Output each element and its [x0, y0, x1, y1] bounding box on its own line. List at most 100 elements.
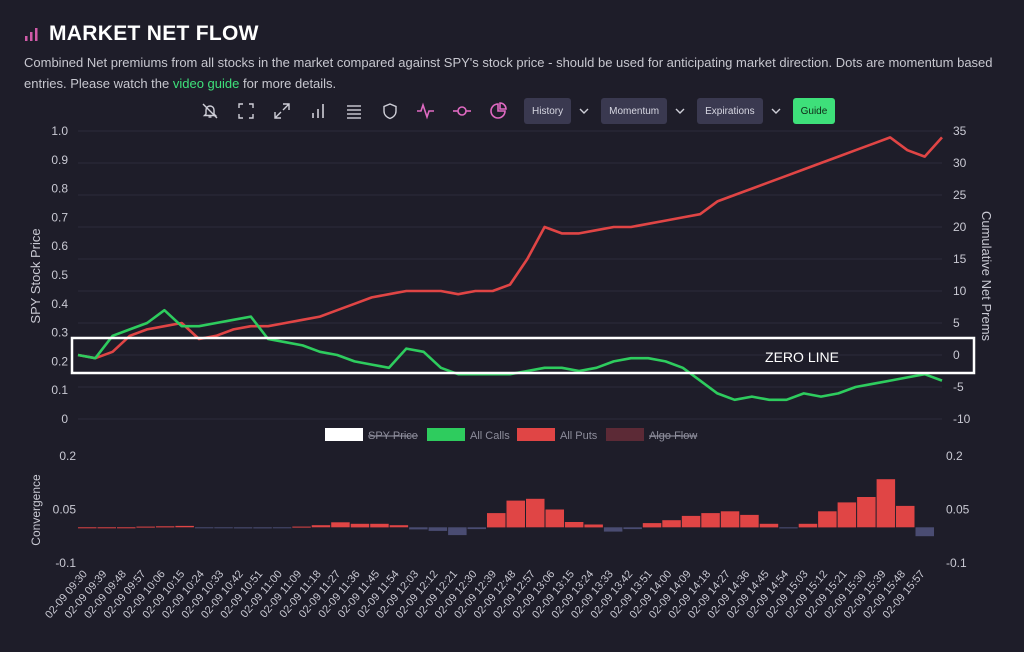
y-tick-label-left: 0.7: [51, 210, 68, 224]
y-tick-label-left: 0.9: [51, 153, 68, 167]
convergence-bar: [506, 500, 525, 528]
convergence-bar: [584, 524, 603, 528]
fullscreen-icon[interactable]: [236, 101, 256, 121]
pie-chart-icon[interactable]: [488, 101, 508, 121]
pulse-icon[interactable]: [416, 101, 436, 121]
x-tick-label: 02-09 13:15: [530, 568, 577, 621]
convergence-bar: [350, 523, 370, 528]
x-tick-label: 02-09 15:03: [764, 568, 811, 621]
y-axis-label-right: Cumulative Net Prems: [979, 211, 994, 342]
history-select[interactable]: History: [524, 98, 572, 124]
convergence-bar: [623, 527, 642, 530]
y-tick-label-left: 1.0: [51, 124, 68, 138]
arrows-diagonal-icon[interactable]: [272, 101, 292, 121]
convergence-bar: [896, 505, 915, 528]
guide-button[interactable]: Guide: [792, 98, 836, 124]
convergence-bar: [253, 527, 272, 529]
convergence-bar: [681, 515, 701, 528]
x-tick-label: 02-09 15:30: [822, 568, 869, 621]
convergence-bar: [272, 527, 292, 529]
convergence-bar: [292, 526, 311, 528]
x-tick-label: 02-09 15:57: [881, 568, 928, 621]
y-tick-label-right: 35: [953, 124, 967, 138]
convergence-bar: [448, 527, 467, 536]
y-tick-label-left: 0.1: [51, 383, 68, 397]
convergence-bar: [467, 527, 486, 530]
y-tick-label-left: 0.5: [51, 268, 68, 282]
conv-y-tick-label-left: 0.2: [59, 449, 76, 463]
convergence-bar: [311, 525, 331, 528]
legend-label: All Calls: [470, 430, 510, 442]
conv-y-tick-label-right: -0.1: [946, 556, 967, 570]
convergence-bar: [233, 527, 253, 529]
description-text: Combined Net premiums from all stocks in…: [24, 55, 993, 91]
zero-line-annotation: ZERO LINE: [70, 336, 976, 375]
convergence-bar: [214, 527, 233, 529]
convergence-bar: [740, 514, 759, 528]
convergence-bar: [97, 527, 116, 529]
x-tick-label: 02-09 12:30: [433, 568, 480, 621]
x-tick-label: 02-09 15:12: [783, 568, 830, 621]
chart-toolbar: History Momentum Expirations Guide: [200, 97, 836, 125]
y-tick-label-left: 0.2: [51, 354, 68, 368]
y-tick-label-right: 30: [953, 156, 967, 170]
convergence-bar: [487, 513, 506, 528]
x-tick-label: 02-09 12:03: [374, 568, 421, 621]
expirations-select[interactable]: Expirations: [697, 98, 763, 124]
y-tick-label-left: 0.8: [51, 182, 68, 196]
list-icon[interactable]: [344, 101, 364, 121]
bar-chart-icon[interactable]: [308, 101, 328, 121]
convergence-bar: [642, 523, 662, 528]
bell-off-icon[interactable]: [200, 101, 220, 121]
y-axis-label-left: SPY Stock Price: [28, 228, 43, 323]
legend-swatch: [427, 428, 465, 441]
convergence-bar: [428, 527, 448, 531]
convergence-bar: [155, 526, 175, 528]
legend-label: SPY Price: [368, 430, 418, 442]
shield-icon[interactable]: [380, 101, 400, 121]
convergence-bar: [662, 520, 681, 528]
momentum-select[interactable]: Momentum: [601, 98, 668, 124]
legend-swatch: [606, 428, 644, 441]
convergence-axis-label: Convergence: [29, 474, 43, 546]
y-tick-label-left: 0.3: [51, 326, 68, 340]
x-tick-label: 02-09 14:27: [686, 568, 733, 621]
chevron-down-icon[interactable]: [673, 108, 687, 114]
x-tick-label: 02-09 09:57: [102, 568, 149, 621]
convergence-bar: [78, 527, 97, 529]
y-tick-label-left: 0: [61, 412, 68, 426]
conv-y-tick-label-left: -0.1: [55, 556, 76, 570]
x-tick-label: 02-09 10:15: [140, 568, 187, 621]
convergence-bar: [818, 511, 837, 528]
legend-swatch: [325, 428, 363, 441]
commit-icon[interactable]: [452, 101, 472, 121]
convergence-bar: [837, 502, 857, 528]
bar-chart-icon: [25, 28, 38, 41]
convergence-bar: [720, 511, 740, 528]
y-tick-label-right: 15: [953, 252, 967, 266]
chevron-down-icon[interactable]: [769, 108, 783, 114]
x-tick-label: 02-09 11:54: [355, 568, 401, 620]
x-tick-label: 02-09 12:39: [452, 568, 499, 621]
convergence-bar: [798, 523, 818, 528]
x-tick-label: 02-09 15:39: [842, 568, 889, 621]
convergence-bar: [136, 526, 155, 528]
x-tick-label: 02-09 09:48: [82, 568, 129, 621]
convergence-bar: [175, 525, 194, 528]
x-tick-label: 02-09 11:27: [297, 568, 343, 620]
convergence-bar: [545, 509, 564, 528]
convergence-bar: [409, 527, 428, 530]
x-tick-label: 02-09 12:48: [472, 568, 519, 621]
x-tick-label: 02-09 12:12: [394, 568, 441, 621]
convergence-bar: [389, 525, 409, 528]
x-tick-label: 02-09 12:21: [413, 568, 460, 621]
x-tick-label: 02-09 10:24: [160, 568, 207, 621]
x-tick-label: 02-09 14:45: [725, 568, 772, 621]
video-guide-link[interactable]: video guide: [172, 76, 240, 91]
x-tick-label: 02-09 13:24: [549, 568, 596, 621]
x-tick-label: 02-09 10:06: [121, 568, 168, 621]
y-tick-label-right: -5: [953, 380, 964, 394]
convergence-bar: [331, 522, 350, 528]
chevron-down-icon[interactable]: [577, 108, 591, 114]
y-tick-label-right: 25: [953, 188, 967, 202]
